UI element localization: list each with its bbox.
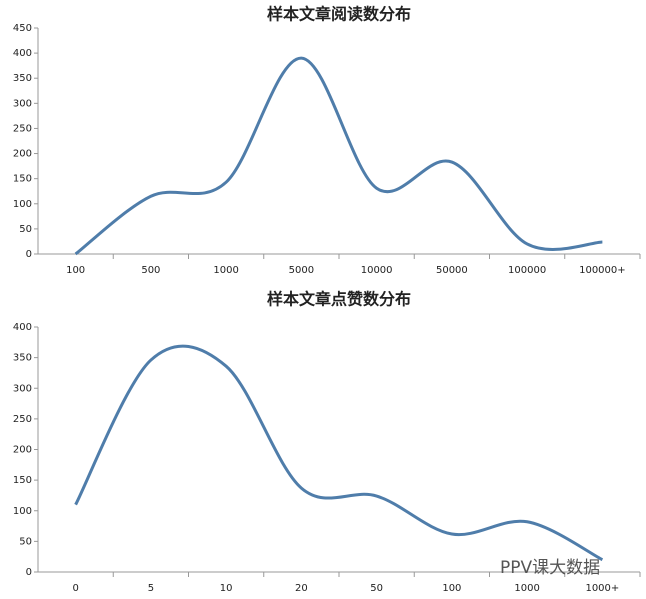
line [74, 56, 603, 256]
x-tick-label: 100 [442, 583, 461, 594]
x-tick-label: 5 [148, 583, 154, 594]
x-tick-label: 0 [72, 583, 78, 594]
y-tick-label: 50 [19, 536, 32, 547]
y-tick-label: 300 [13, 383, 32, 394]
x-tick-label: 5000 [289, 265, 314, 276]
y-tick-label: 100 [13, 199, 32, 210]
line [74, 344, 604, 562]
y-tick-label: 0 [26, 567, 32, 578]
x-tick-label: 50 [370, 583, 383, 594]
x-tick-label: 1000 [213, 265, 238, 276]
chart-title: 样本文章阅读数分布 [267, 5, 411, 24]
y-tick-label: 350 [13, 73, 32, 84]
y-tick-label: 350 [13, 353, 32, 364]
y-tick-label: 150 [13, 475, 32, 486]
x-tick-label: 20 [295, 583, 308, 594]
x-tick-label: 10 [220, 583, 233, 594]
y-tick-label: 250 [13, 414, 32, 425]
y-tick-label: 200 [13, 445, 32, 456]
x-tick-label: 10000 [361, 265, 393, 276]
y-tick-label: 100 [13, 506, 32, 517]
x-tick-label: 100000 [508, 265, 546, 276]
y-tick-label: 150 [13, 174, 32, 185]
x-tick-label: 1000 [514, 583, 539, 594]
y-tick-label: 200 [13, 149, 32, 160]
x-tick-label: 100 [66, 265, 85, 276]
x-tick-label: 500 [141, 265, 160, 276]
y-tick-label: 300 [13, 98, 32, 109]
y-tick-label: 0 [26, 249, 32, 260]
y-tick-label: 250 [13, 123, 32, 134]
y-tick-label: 50 [19, 224, 32, 235]
x-tick-label: 50000 [436, 265, 468, 276]
watermark: PPV课大数据 [500, 558, 600, 578]
y-tick-label: 450 [13, 23, 32, 34]
chart-title: 样本文章点赞数分布 [267, 290, 411, 309]
y-tick-label: 400 [13, 322, 32, 333]
y-tick-label: 400 [13, 48, 32, 59]
x-tick-label: 1000+ [585, 583, 619, 594]
x-tick-label: 100000+ [579, 265, 626, 276]
